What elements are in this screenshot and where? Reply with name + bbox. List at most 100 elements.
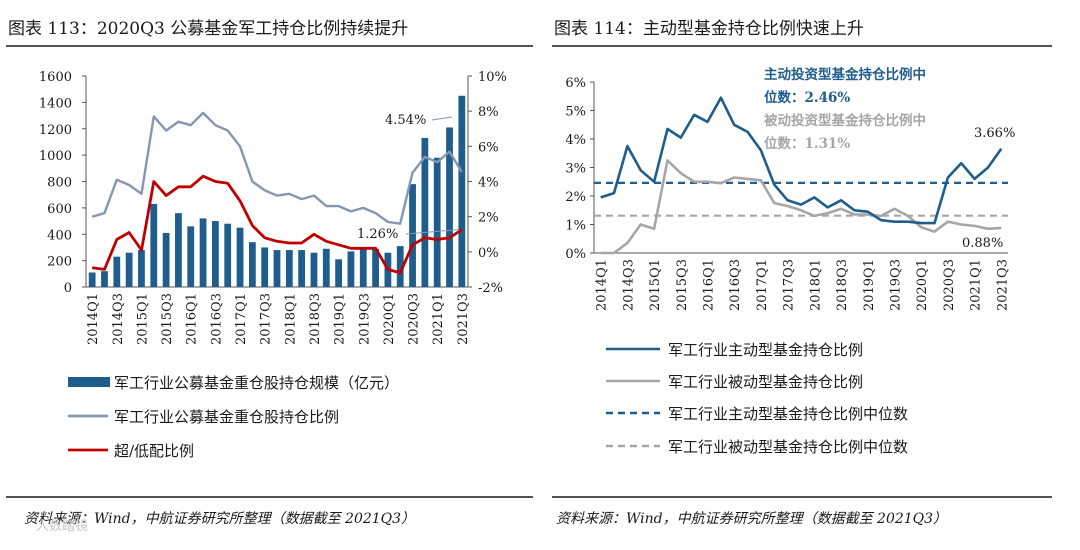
left-bar [113, 256, 121, 287]
left-x-tick-label: 2019Q3 [357, 293, 372, 345]
x-tick-label: 2014Q3 [621, 259, 636, 311]
right-chart: 0% 1% 2% 3% 4% 5% 6% 2014Q1 2014Q3 2015Q1 2015Q3 20… [565, 66, 1015, 456]
left-bar [150, 203, 158, 287]
left-bar [409, 184, 416, 287]
left-bar [322, 248, 330, 287]
left-y-tick-label: 1200 [39, 123, 72, 138]
x-tick-label: 2018Q3 [835, 259, 850, 311]
active-median-annotation-line2: 位数：2.46% [764, 89, 850, 106]
left-bar [88, 272, 96, 287]
left-anno-ratio-leader [431, 116, 453, 121]
left-x-tick-label: 2016Q3 [209, 293, 224, 345]
right-y-tick-label: 6% [478, 140, 499, 155]
right-y-tick-label: 8% [478, 105, 499, 120]
left-y-tick-label: 1600 [39, 70, 72, 85]
left-x-tick-label: 2016Q1 [185, 293, 200, 345]
left-bar [199, 218, 207, 287]
left-holding-ratio-line [91, 111, 463, 225]
y-tick-label: 3% [565, 162, 586, 177]
x-tick-label: 2016Q1 [702, 259, 717, 311]
left-x-tick-label: 2018Q1 [283, 293, 298, 345]
left-bar [101, 271, 108, 287]
left-x-tick-label: 2015Q1 [135, 293, 150, 345]
left-over-under-ratio-line [92, 174, 463, 275]
right-legend-label: 军工行业主动型基金持仓比例中位数 [668, 405, 908, 423]
right-y-tick-label: 2% [478, 211, 499, 226]
x-tick-label: 2020Q1 [915, 259, 930, 311]
left-y-tick-label: 1000 [39, 149, 72, 164]
x-tick-label: 2019Q1 [862, 259, 877, 311]
left-legend-label: 军工行业公募基金重仓股持仓规模（亿元） [114, 374, 399, 392]
x-tick-label: 2021Q1 [969, 259, 984, 311]
active-median-annotation-line1: 主动投资型基金持仓比例中 [764, 66, 926, 83]
right-y-tick-label: -2% [478, 281, 503, 296]
x-tick-label: 2015Q1 [648, 259, 663, 311]
left-x-tick-label: 2020Q3 [407, 293, 422, 345]
left-x-tick-label: 2017Q1 [234, 293, 249, 345]
left-y-tick-label: 0 [64, 281, 72, 296]
left-x-tick-label: 2021Q1 [431, 293, 446, 345]
x-tick-label: 2018Q1 [808, 259, 823, 311]
left-bar [421, 137, 429, 287]
left-source-note: 资料来源：Wind，中航证券研究所整理（数据截至 2021Q3） [24, 511, 415, 527]
left-y-tick-label: 800 [47, 176, 72, 191]
left-bar [224, 223, 232, 287]
left-bar [433, 157, 441, 287]
x-tick-label: 2015Q3 [675, 259, 690, 311]
left-x-tick-label: 2020Q1 [382, 293, 397, 345]
left-x-tick-label: 2019Q1 [333, 293, 348, 345]
left-y-tick-label: 600 [47, 202, 72, 217]
left-bar [285, 250, 293, 287]
left-chart: 0 200 400 600 800 1000 1200 1400 1600 -2% 0% 2% 4% 6%… [39, 70, 507, 460]
left-bar [359, 248, 367, 287]
left-bar [175, 213, 182, 287]
left-y-tick-label: 1400 [39, 96, 72, 111]
left-anno-over-leader [405, 229, 458, 235]
right-legend-label: 军工行业主动型基金持仓比例 [668, 341, 863, 359]
watermark: 人数踏镜 [36, 519, 88, 534]
left-legend-label: 军工行业公募基金重仓股持仓比例 [114, 408, 339, 426]
left-bar [298, 250, 306, 287]
x-tick-label: 2016Q3 [728, 259, 743, 311]
active-holding-line [600, 96, 1003, 225]
x-tick-label: 2021Q3 [995, 259, 1010, 311]
left-bar [347, 251, 355, 287]
right-y-tick-label: 0% [478, 246, 499, 261]
y-tick-label: 4% [565, 133, 586, 148]
x-tick-label: 2017Q1 [755, 259, 770, 311]
left-bar [187, 226, 195, 287]
left-chart-title: 图表 113：2020Q3 公募基金军工持仓比例持续提升 [8, 19, 408, 39]
passive-median-annotation-line1: 被动投资型基金持仓比例中 [764, 112, 926, 129]
left-x-tick-label: 2014Q1 [86, 293, 101, 345]
left-anno-over-end: 1.26% [357, 227, 398, 242]
right-legend-label: 军工行业被动型基金持仓比例中位数 [668, 438, 908, 456]
passive-end-label: 0.88% [962, 236, 1003, 251]
left-bar [446, 127, 453, 288]
left-anno-ratio-end: 4.54% [385, 113, 426, 128]
left-y-tick-label: 400 [47, 228, 72, 243]
left-x-tick-label: 2017Q3 [259, 293, 274, 345]
y-tick-label: 5% [565, 105, 586, 120]
right-chart-title: 图表 114：主动型基金持仓比例快速上升 [554, 19, 864, 39]
left-bar [396, 246, 404, 287]
left-bar [211, 221, 219, 287]
left-bar [236, 227, 244, 287]
left-legend-label: 超/低配比例 [114, 442, 194, 460]
left-x-tick-label: 2014Q3 [111, 293, 126, 345]
left-x-tick-label: 2018Q3 [308, 293, 323, 345]
x-tick-label: 2017Q3 [782, 259, 797, 311]
left-x-tick-label: 2021Q3 [456, 293, 471, 345]
active-end-label: 3.66% [974, 126, 1015, 141]
y-tick-label: 2% [565, 190, 586, 205]
y-tick-label: 6% [565, 76, 586, 91]
left-bar [248, 242, 256, 287]
y-tick-label: 1% [565, 219, 586, 234]
left-bar [162, 232, 170, 287]
right-legend-label: 军工行业被动型基金持仓比例 [668, 373, 863, 391]
left-bar [125, 252, 133, 287]
passive-median-annotation-line2: 位数：1.31% [764, 135, 850, 152]
left-x-tick-label: 2015Q3 [160, 293, 175, 345]
left-y-tick-label: 200 [47, 255, 72, 270]
x-tick-label: 2014Q1 [595, 259, 610, 311]
